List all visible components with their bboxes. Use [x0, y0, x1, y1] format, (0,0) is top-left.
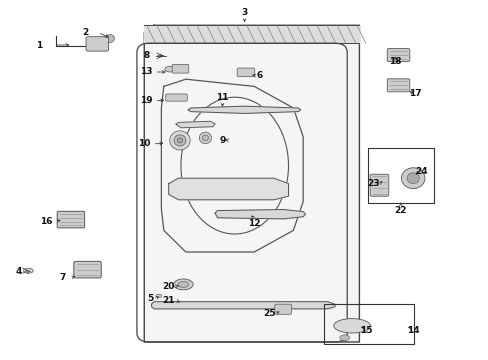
Text: 8: 8: [143, 51, 149, 60]
Text: 16: 16: [40, 217, 53, 226]
Text: 11: 11: [216, 93, 228, 102]
Text: 7: 7: [59, 274, 66, 282]
Ellipse shape: [178, 282, 188, 287]
Polygon shape: [151, 302, 334, 309]
Text: 20: 20: [162, 282, 175, 291]
FancyBboxPatch shape: [386, 49, 409, 62]
Polygon shape: [188, 106, 300, 113]
Ellipse shape: [23, 268, 33, 273]
Text: 23: 23: [366, 179, 379, 188]
Text: 14: 14: [406, 326, 419, 335]
FancyBboxPatch shape: [74, 261, 101, 278]
Text: 9: 9: [219, 136, 225, 145]
FancyBboxPatch shape: [57, 211, 84, 228]
Ellipse shape: [169, 131, 190, 150]
Polygon shape: [215, 210, 305, 219]
FancyBboxPatch shape: [386, 79, 409, 92]
Text: 3: 3: [241, 8, 247, 17]
Ellipse shape: [199, 132, 211, 144]
Text: 12: 12: [247, 219, 260, 228]
Text: 1: 1: [36, 40, 42, 49]
Text: 2: 2: [82, 28, 88, 37]
Bar: [367, 148, 433, 203]
Ellipse shape: [406, 173, 418, 184]
Text: 10: 10: [138, 139, 150, 148]
Text: 6: 6: [256, 71, 262, 80]
Ellipse shape: [156, 294, 162, 298]
FancyBboxPatch shape: [369, 174, 388, 196]
Text: 13: 13: [140, 68, 153, 77]
Ellipse shape: [105, 35, 114, 42]
Ellipse shape: [164, 66, 175, 72]
Text: 5: 5: [147, 294, 153, 303]
Text: 15: 15: [360, 326, 372, 335]
FancyBboxPatch shape: [172, 64, 188, 73]
Text: 24: 24: [414, 166, 427, 175]
Text: 18: 18: [388, 57, 401, 66]
FancyBboxPatch shape: [86, 37, 108, 51]
Polygon shape: [176, 121, 215, 128]
Text: 21: 21: [162, 296, 175, 305]
Bar: [323, 304, 413, 344]
Ellipse shape: [401, 168, 424, 189]
Ellipse shape: [339, 335, 349, 341]
Ellipse shape: [174, 135, 185, 146]
Text: 4: 4: [15, 267, 22, 276]
FancyBboxPatch shape: [274, 304, 291, 314]
Polygon shape: [168, 178, 288, 200]
Polygon shape: [144, 25, 359, 342]
FancyBboxPatch shape: [237, 68, 254, 77]
Text: 25: 25: [263, 309, 276, 318]
Ellipse shape: [177, 138, 183, 143]
Text: 22: 22: [394, 206, 407, 215]
Text: 19: 19: [140, 96, 153, 105]
Ellipse shape: [202, 135, 208, 141]
Text: 17: 17: [408, 89, 421, 98]
FancyBboxPatch shape: [165, 94, 187, 101]
Ellipse shape: [333, 319, 370, 333]
Ellipse shape: [173, 279, 193, 290]
